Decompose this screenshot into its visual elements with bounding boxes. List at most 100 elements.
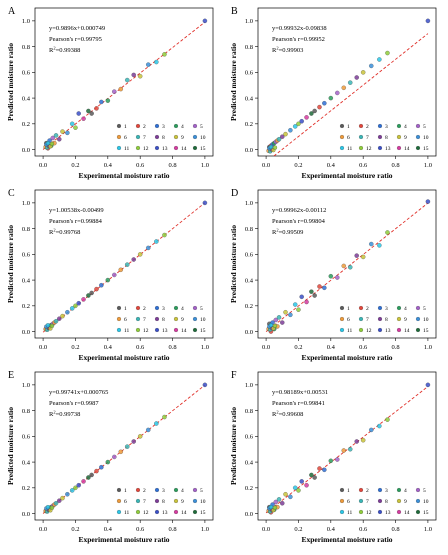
panel-d: D 0.0 0.2 0.4 0.6 0.8 1.0 0.0 0.2 0.4 0.6 0.8 1.0 Exp… xyxy=(229,188,437,362)
legend-label: 1 xyxy=(347,306,350,312)
legend-marker xyxy=(173,145,179,151)
data-point xyxy=(112,272,117,278)
r2-label: R xyxy=(49,411,54,418)
legend-marker xyxy=(415,316,421,322)
legend-label: 13 xyxy=(385,328,391,334)
legend-label: 5 xyxy=(423,488,426,494)
data-point xyxy=(317,284,322,289)
data-point xyxy=(354,439,359,444)
legend-label: 9 xyxy=(181,135,184,141)
legend-marker xyxy=(339,316,345,322)
y-tick-label: 0.4 xyxy=(245,277,254,284)
x-tick-label: 0.2 xyxy=(71,344,79,351)
legend-marker xyxy=(192,123,198,129)
data-point xyxy=(385,50,390,56)
legend-label: 7 xyxy=(143,317,146,323)
y-axis-title: Predicted moisture ratio xyxy=(6,225,15,303)
legend-marker xyxy=(339,305,345,311)
data-point xyxy=(280,134,285,139)
y-tick-label: 0.6 xyxy=(22,252,31,259)
y-tick-label: 1.0 xyxy=(22,200,30,207)
r2-superscript: 2 xyxy=(276,410,278,415)
x-tick-label: 1.0 xyxy=(201,162,209,169)
plot-frame xyxy=(257,189,437,339)
legend-label: 11 xyxy=(347,146,353,152)
legend-label: 10 xyxy=(200,135,206,141)
data-point xyxy=(348,446,353,452)
legend-marker xyxy=(339,327,345,333)
x-tick-label: 0.0 xyxy=(39,344,47,351)
fit-line xyxy=(42,21,206,150)
y-axis-title: Predicted moisture ratio xyxy=(6,43,15,121)
data-point xyxy=(202,382,208,388)
data-point xyxy=(86,475,91,480)
legend-marker xyxy=(358,487,364,493)
x-tick-label: 0.6 xyxy=(136,162,145,169)
plot-frame xyxy=(34,189,214,339)
legend-label: 7 xyxy=(143,135,146,141)
x-tick-label: 0.4 xyxy=(104,526,113,533)
data-point xyxy=(131,72,136,78)
legend-label: 8 xyxy=(385,499,388,505)
data-point xyxy=(146,62,151,67)
data-point xyxy=(154,239,159,244)
data-point xyxy=(354,253,359,258)
y-tick-label: 0.8 xyxy=(22,226,30,233)
r2-text: R2=0.99388 xyxy=(49,46,80,55)
panel-letter: C xyxy=(8,188,15,199)
panel-f: F 0.0 0.2 0.4 0.6 0.8 1.0 0.0 0.2 0.4 0.6 0.8 1.0 Exp… xyxy=(229,370,437,544)
legend-label: 6 xyxy=(124,317,127,323)
legend-label: 15 xyxy=(200,146,206,152)
panel-letter: B xyxy=(231,6,238,17)
x-axis-title: Experimental moisture ratio xyxy=(78,535,169,544)
r2-label: R xyxy=(49,229,54,236)
legend-marker xyxy=(358,123,364,129)
y-tick-label: 0.4 xyxy=(245,459,254,466)
r2-value: =0.99768 xyxy=(56,229,81,236)
data-point xyxy=(360,70,366,75)
legend-marker xyxy=(358,134,364,140)
y-tick-label: 0.4 xyxy=(22,277,31,284)
x-tick-label: 0.0 xyxy=(262,162,270,169)
data-point xyxy=(309,472,314,478)
legend-marker xyxy=(396,123,402,129)
x-tick-label: 0.4 xyxy=(327,526,336,533)
r2-text: R2=0.99509 xyxy=(272,228,303,237)
legend-label: 9 xyxy=(181,499,184,505)
r2-superscript: 2 xyxy=(53,228,55,233)
x-tick-label: 0.8 xyxy=(391,162,399,169)
x-axis-title: Experimental moisture ratio xyxy=(78,353,169,362)
legend-label: 10 xyxy=(423,317,429,323)
legend-marker xyxy=(415,487,421,493)
r2-label: R xyxy=(272,47,277,54)
legend-marker xyxy=(339,134,345,140)
legend-marker xyxy=(173,509,179,515)
legend-marker xyxy=(135,509,141,515)
data-point xyxy=(154,421,159,426)
data-point xyxy=(162,232,167,238)
x-tick-label: 0.4 xyxy=(104,162,113,169)
legend-label: 7 xyxy=(366,499,369,505)
data-point xyxy=(105,277,111,283)
legend-label: 2 xyxy=(143,306,146,312)
panel-letter: F xyxy=(231,370,237,381)
legend-marker xyxy=(173,123,179,129)
data-point xyxy=(309,289,314,294)
data-point xyxy=(50,135,56,141)
data-point xyxy=(45,141,51,146)
legend-marker xyxy=(377,327,383,333)
x-tick-label: 0.2 xyxy=(294,162,302,169)
panel-letter: A xyxy=(8,6,16,17)
x-tick-label: 0.0 xyxy=(39,526,47,533)
legend-label: 4 xyxy=(404,488,407,494)
data-point xyxy=(283,492,288,497)
legend-label: 14 xyxy=(404,146,410,152)
legend-marker xyxy=(192,487,198,493)
x-tick-label: 0.6 xyxy=(136,526,145,533)
pearson-text: Pearson's r=0.99952 xyxy=(272,36,325,43)
data-point xyxy=(76,111,81,116)
legend-label: 14 xyxy=(181,146,187,152)
legend-label: 1 xyxy=(347,124,350,130)
pearson-text: Pearson's r=0.99804 xyxy=(272,218,326,225)
